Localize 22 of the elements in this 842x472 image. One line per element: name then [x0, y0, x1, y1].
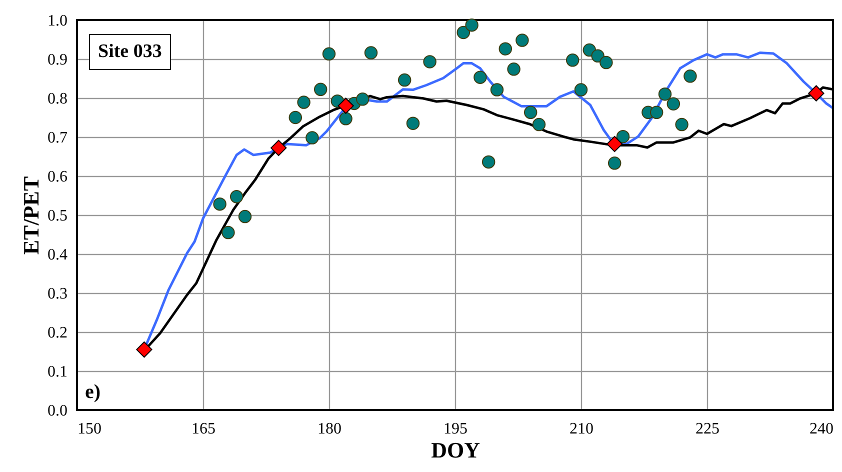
- x-tick-label: 210: [570, 420, 594, 438]
- y-tick-label: 0.8: [48, 90, 68, 108]
- y-axis-title: ET/PET: [18, 176, 44, 255]
- x-tick-label: 240: [810, 420, 834, 438]
- y-tick-label: 0.3: [48, 286, 68, 302]
- y-tick-label: 0.4: [48, 246, 68, 264]
- annotation: e): [85, 381, 101, 403]
- x-tick-label: 150: [78, 420, 102, 438]
- y-tick-label: 0.2: [48, 324, 68, 342]
- y-tick-label: 0.0: [48, 402, 68, 420]
- x-tick-label: 195: [444, 420, 468, 438]
- x-tick-label: 180: [318, 420, 342, 438]
- y-tick-label: 1.0: [48, 12, 68, 30]
- x-tick-label: 165: [192, 420, 216, 438]
- y-tick-label: 0.1: [48, 364, 68, 380]
- x-axis-title: DOY: [431, 438, 480, 462]
- y-tick-label: 0.7: [48, 130, 68, 146]
- y-tick-label: 0.6: [48, 168, 68, 186]
- y-tick-label: 0.5: [48, 208, 68, 224]
- text: Site 033: [89, 34, 171, 70]
- y-tick-label: 0.9: [48, 52, 68, 68]
- x-tick-label: 225: [696, 420, 720, 438]
